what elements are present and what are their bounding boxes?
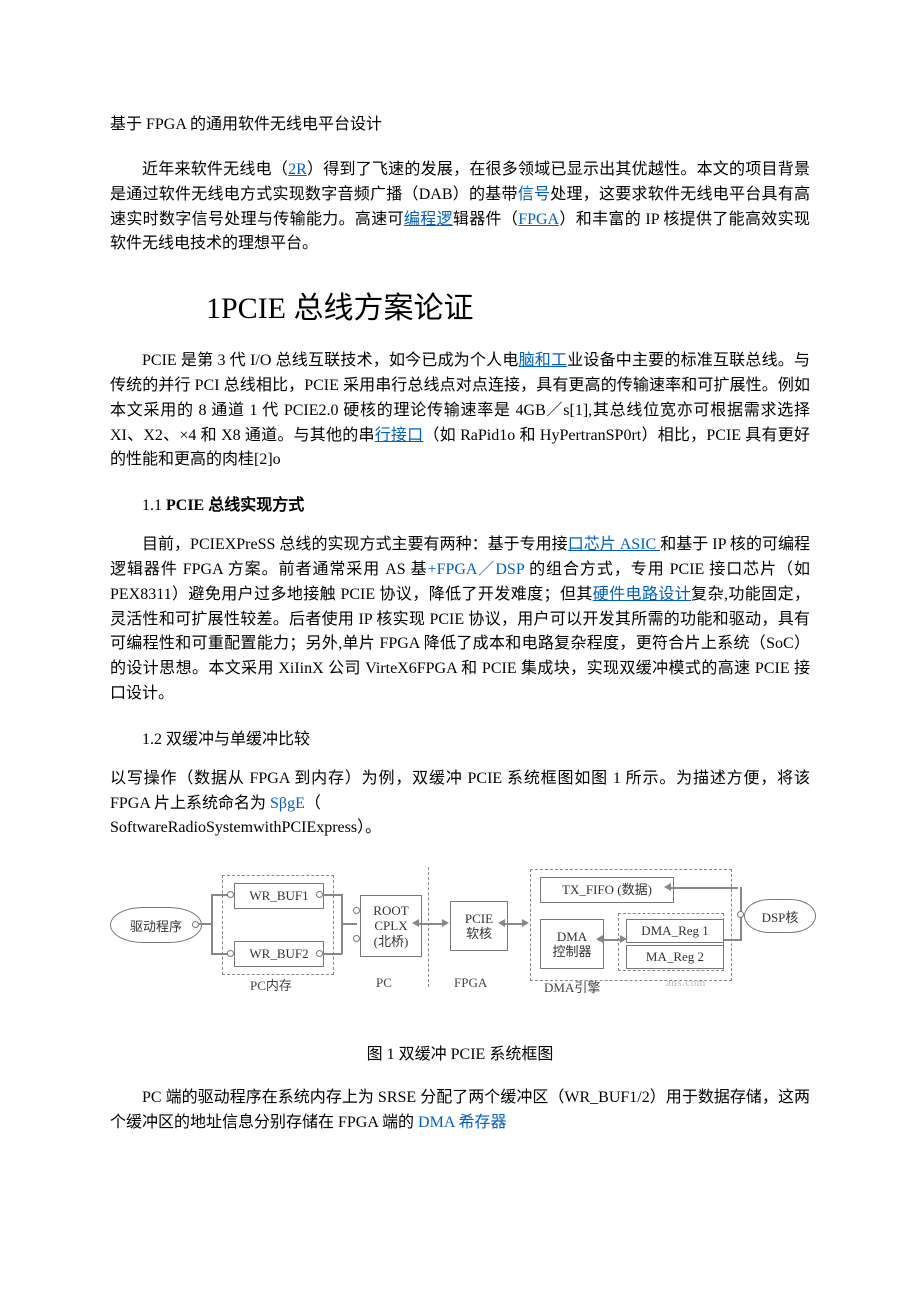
link-serial-interface[interactable]: 行接口 bbox=[375, 427, 424, 444]
link-prog-logic[interactable]: 编程逻 bbox=[404, 211, 453, 228]
subsection-1-1: 1.1 PCIE 总线实现方式 bbox=[110, 491, 810, 515]
p1-a: 近年来软件无线电（ bbox=[142, 161, 288, 178]
cloud-dsp: DSP核 bbox=[744, 899, 816, 933]
arrow-left-icon bbox=[412, 919, 419, 927]
node-dot bbox=[353, 935, 360, 942]
p1-d: 辑器件（ bbox=[453, 211, 518, 228]
subsec-1-2-num: 1.2 bbox=[142, 731, 166, 748]
arrow-left-icon bbox=[498, 919, 505, 927]
label-dma-engine: DMA引擎 bbox=[544, 977, 600, 996]
box-dma-reg1: DMA_Reg 1 bbox=[626, 919, 724, 943]
paragraph-4: 以写操作（数据从 FPGA 到内存）为例，双缓冲 PCIE 系统框图如图 1 所… bbox=[110, 767, 810, 841]
doc-title: 基于 FPGA 的通用软件无线电平台设计 bbox=[110, 110, 810, 134]
node-dot bbox=[353, 907, 360, 914]
paragraph-5: PC 端的驱动程序在系统内存上为 SRSE 分配了两个缓冲区（WR_BUF1/2… bbox=[110, 1086, 810, 1136]
label-pc-mem: PC内存 bbox=[250, 975, 292, 994]
paragraph-3: 目前，PCIEXPreSS 总线的实现方式主要有两种：基于专用接口芯片 ASIC… bbox=[110, 533, 810, 707]
connector bbox=[211, 894, 213, 954]
figure-1-caption: 图 1 双缓冲 PCIE 系统框图 bbox=[110, 1040, 810, 1064]
box-wr-buf2: WR_BUF2 bbox=[234, 941, 324, 967]
link-fpga[interactable]: FPGA bbox=[518, 211, 559, 228]
paragraph-2: PCIE 是第 3 代 I/O 总线互联技术，如今已成为个人电脑和工业设备中主要… bbox=[110, 349, 810, 473]
page: 基于 FPGA 的通用软件无线电平台设计 近年来软件无线电（2R）得到了飞速的发… bbox=[0, 0, 920, 1214]
p3-d: 复杂,功能固定，灵活性和可扩展性较差。后者使用 IP 核实现 PCIE 协议，用… bbox=[110, 586, 810, 702]
arrow-right-icon bbox=[620, 935, 627, 943]
connector bbox=[198, 923, 212, 925]
label-pc: PC bbox=[376, 975, 392, 991]
subsec-1-1-num: 1.1 bbox=[142, 497, 166, 514]
link-fpga-dsp[interactable]: +FPGA／DSP bbox=[428, 561, 525, 578]
box-dma-ctrl: DMA 控制器 bbox=[540, 919, 604, 969]
connector bbox=[322, 953, 342, 955]
link-hw-circuit[interactable]: 硬件电路设计 bbox=[593, 586, 691, 603]
section-1-heading: 1PCIE 总线方案论证 bbox=[110, 283, 810, 327]
subsec-1-2-title: 双缓冲与单缓冲比较 bbox=[166, 731, 310, 748]
box-wr-buf1: WR_BUF1 bbox=[234, 883, 324, 909]
p4-a: 以写操作（数据从 FPGA 到内存）为例，双缓冲 PCIE 系统框图如图 1 所… bbox=[110, 770, 810, 812]
subsec-1-1-title: PCIE 总线实现方式 bbox=[166, 497, 304, 514]
link-asic[interactable]: 口芯片 ASIC bbox=[568, 536, 661, 553]
box-dma-reg2: MA_Reg 2 bbox=[626, 945, 724, 969]
link-2r[interactable]: 2R bbox=[288, 161, 307, 178]
connector bbox=[322, 894, 342, 896]
node-dot bbox=[737, 911, 744, 918]
box-tx-fifo: TX_FIFO (数据) bbox=[540, 877, 674, 903]
connector bbox=[341, 923, 357, 925]
link-signal[interactable]: 信号 bbox=[518, 186, 551, 203]
paragraph-1: 近年来软件无线电（2R）得到了飞速的发展，在很多领域已显示出其优越性。本文的项目… bbox=[110, 158, 810, 257]
arrow-left-icon bbox=[596, 935, 603, 943]
link-dma-reg[interactable]: DMA 希存器 bbox=[418, 1114, 506, 1131]
figure-1: 驱动程序 WR_BUF1 WR_BUF2 PC内存 ROOT C bbox=[110, 859, 810, 1004]
diagram: 驱动程序 WR_BUF1 WR_BUF2 PC内存 ROOT C bbox=[110, 859, 810, 999]
connector bbox=[668, 887, 738, 889]
p2-a: PCIE 是第 3 代 I/O 总线互联技术，如今已成为个人电 bbox=[142, 352, 519, 369]
divider bbox=[428, 867, 430, 987]
arrow-right-icon bbox=[442, 919, 449, 927]
link-sbge[interactable]: SβgE bbox=[270, 795, 305, 812]
arrow-right-icon bbox=[522, 919, 529, 927]
subsection-1-2: 1.2 双缓冲与单缓冲比较 bbox=[110, 725, 810, 749]
label-fpga: FPGA bbox=[454, 975, 487, 991]
link-pc-industrial[interactable]: 脑和工 bbox=[519, 352, 568, 369]
arrow-left-icon bbox=[664, 883, 671, 891]
watermark: ans.com bbox=[666, 977, 706, 989]
cloud-driver: 驱动程序 bbox=[110, 907, 202, 943]
p3-a: 目前，PCIEXPreSS 总线的实现方式主要有两种：基于专用接 bbox=[142, 536, 568, 553]
